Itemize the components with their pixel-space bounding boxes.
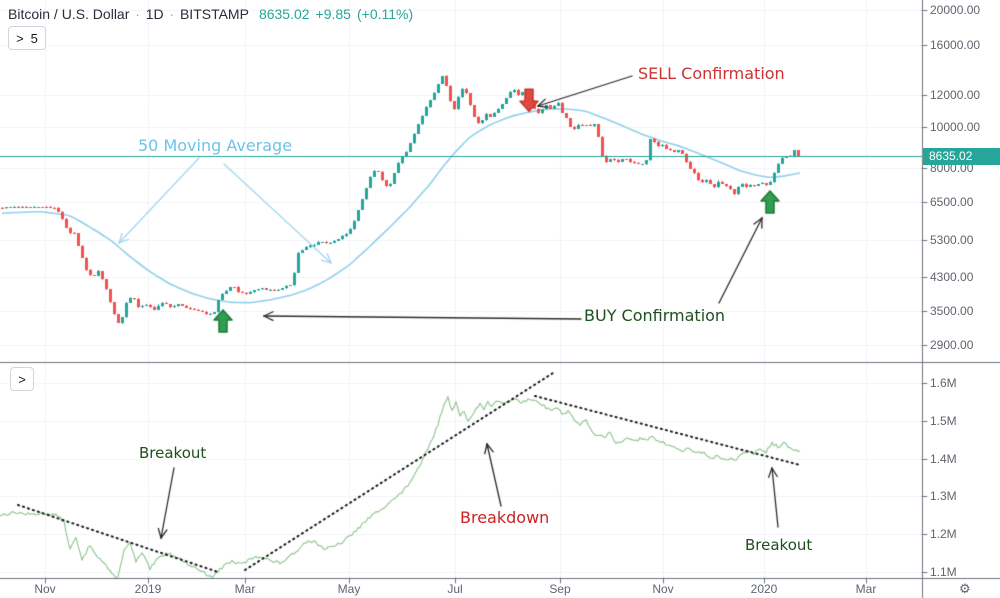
axis-tick-label: 12000.00 — [930, 88, 981, 102]
chevron-right-icon: > — [18, 371, 26, 387]
exchange-label[interactable]: BITSTAMP — [179, 6, 249, 22]
last-price-badge: 8635.02 — [923, 148, 1000, 165]
axis-tick-label: 6500.00 — [930, 195, 974, 209]
chart-legend: Bitcoin / U.S. Dollar · 1D · BITSTAMP 86… — [8, 6, 413, 22]
separator-dot: · — [169, 7, 174, 22]
axis-tick-label: 1.3M — [930, 489, 957, 503]
time-tick-label: Jul — [447, 582, 463, 596]
time-tick-label: May — [337, 582, 361, 596]
price-pane-collapse-button[interactable]: > 5 — [8, 26, 46, 50]
indicator-pane-collapse-button[interactable]: > — [10, 367, 34, 391]
time-tick-label: Mar — [855, 582, 877, 596]
time-axis[interactable]: Nov 2019 Mar May Jul Sep Nov 2020 Mar — [0, 580, 922, 598]
time-tick-label: Nov — [652, 582, 674, 596]
price-quote-group: 8635.02 +9.85 (+0.11%) — [259, 6, 413, 22]
annotation-buy-confirmation[interactable]: BUY Confirmation — [584, 306, 726, 325]
axis-settings-gear-icon[interactable]: ⚙ — [959, 581, 971, 596]
axis-tick-label: 10000.00 — [930, 120, 981, 134]
hidden-indicators-count: 5 — [30, 30, 38, 46]
price-change-text: +9.85 — [315, 6, 351, 22]
axis-tick-label: 5300.00 — [930, 233, 974, 247]
axis-tick-label: 1.5M — [930, 414, 957, 428]
axis-tick-label: 3500.00 — [930, 304, 974, 318]
time-tick-label: Sep — [549, 582, 571, 596]
axis-tick-label: 20000.00 — [930, 3, 981, 17]
separator-dot: · — [135, 7, 140, 22]
time-tick-label: 2019 — [134, 582, 162, 596]
last-price-text: 8635.02 — [258, 6, 310, 22]
price-axis[interactable]: 20000.00 16000.00 12000.00 10000.00 8000.00 6… — [923, 0, 1000, 598]
annotation-50-moving-average[interactable]: 50 Moving Average — [138, 136, 293, 155]
axis-tick-label: 4300.00 — [930, 270, 974, 284]
annotation-sell-confirmation[interactable]: SELL Confirmation — [638, 64, 785, 83]
price-change-percent-text: (+0.11%) — [356, 6, 414, 22]
time-tick-label: 2020 — [750, 582, 778, 596]
axis-tick-label: 16000.00 — [930, 38, 981, 52]
chevron-right-icon: > — [16, 30, 24, 46]
axis-tick-label: 2900.00 — [930, 338, 974, 352]
axis-tick-label: 1.2M — [930, 527, 957, 541]
annotation-breakdown[interactable]: Breakdown — [460, 508, 550, 527]
annotation-breakout-2[interactable]: Breakout — [745, 536, 813, 554]
annotation-breakout-1[interactable]: Breakout — [139, 444, 207, 462]
axis-tick-label: 1.6M — [930, 376, 957, 390]
time-tick-label: Mar — [234, 582, 256, 596]
time-tick-label: Nov — [34, 582, 56, 596]
axis-tick-label: 1.4M — [930, 452, 957, 466]
symbol-title[interactable]: Bitcoin / U.S. Dollar — [8, 6, 130, 22]
axis-tick-label: 1.1M — [930, 565, 957, 579]
interval-label[interactable]: 1D — [145, 6, 164, 22]
